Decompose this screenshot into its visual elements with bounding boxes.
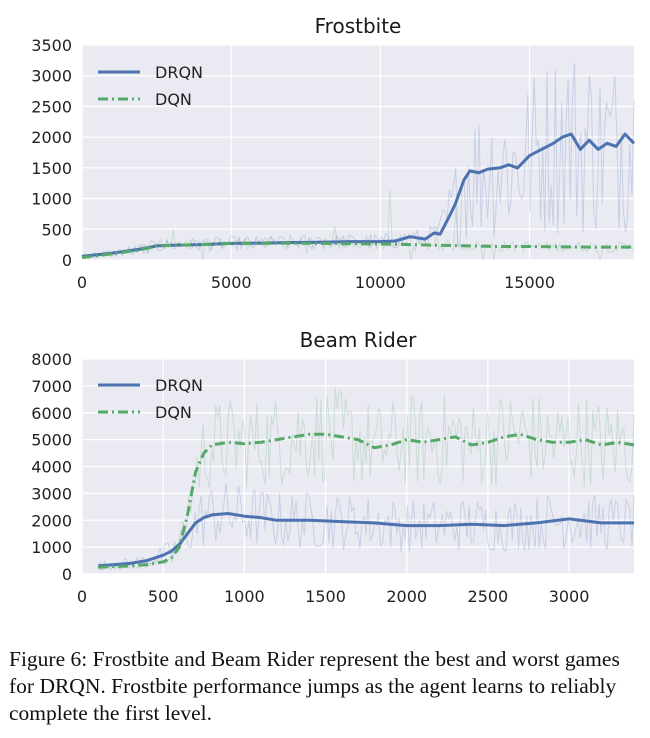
y-tick-label: 2000 bbox=[31, 128, 72, 147]
plot-area bbox=[82, 45, 634, 260]
chart-frostbite: Frostbite 0 500 1000 1500 2000 2500 3000 3500 0… bbox=[31, 14, 636, 292]
y-tick-label: 1000 bbox=[31, 538, 72, 557]
legend: DRQN DQN bbox=[98, 63, 203, 109]
y-tick-label: 500 bbox=[41, 220, 72, 239]
x-tick-label: 1500 bbox=[305, 587, 346, 606]
series-lines bbox=[81, 132, 636, 259]
x-tick-label: 500 bbox=[148, 587, 179, 606]
chart-title: Beam Rider bbox=[300, 328, 418, 352]
y-tick-label: 1500 bbox=[31, 159, 72, 178]
x-tick-label: 15000 bbox=[504, 273, 555, 292]
x-tick-label: 2500 bbox=[468, 587, 509, 606]
x-tick-label: 0 bbox=[77, 587, 87, 606]
series-lines bbox=[98, 432, 635, 569]
legend-label-drqn: DRQN bbox=[155, 63, 203, 82]
y-tick-label: 4000 bbox=[31, 458, 72, 477]
figure: Frostbite 0 500 1000 1500 2000 2500 3000 3500 0… bbox=[31, 14, 636, 606]
x-tick-label: 1000 bbox=[224, 587, 265, 606]
y-tick-label: 2500 bbox=[31, 97, 72, 116]
series-line-dqn bbox=[98, 432, 635, 569]
gridlines bbox=[81, 44, 634, 261]
x-tick-labels: 0 500 1000 1500 2000 2500 3000 bbox=[77, 587, 590, 606]
legend-label-drqn: DRQN bbox=[155, 376, 203, 395]
gridlines bbox=[81, 358, 634, 575]
y-tick-label: 8000 bbox=[31, 350, 72, 369]
x-tick-label: 10000 bbox=[355, 273, 406, 292]
raw-trace-drqn bbox=[81, 63, 635, 261]
y-tick-label: 2000 bbox=[31, 511, 72, 530]
raw-trace-drqn bbox=[97, 482, 635, 572]
y-tick-label: 1000 bbox=[31, 190, 72, 209]
figure-caption: Figure 6: Frostbite and Beam Rider repre… bbox=[9, 647, 620, 725]
y-tick-label: 5000 bbox=[31, 431, 72, 450]
x-tick-label: 0 bbox=[77, 273, 87, 292]
chart-title: Frostbite bbox=[315, 14, 402, 38]
y-tick-labels: 0 500 1000 1500 2000 2500 3000 3500 bbox=[31, 36, 72, 270]
y-tick-label: 0 bbox=[62, 565, 72, 584]
series-line-dqn bbox=[81, 241, 634, 259]
y-tick-label: 6000 bbox=[31, 404, 72, 423]
y-tick-label: 3500 bbox=[31, 36, 72, 55]
y-tick-label: 3000 bbox=[31, 67, 72, 86]
x-tick-label: 3000 bbox=[549, 587, 590, 606]
legend-label-dqn: DQN bbox=[155, 403, 192, 422]
y-tick-label: 0 bbox=[62, 251, 72, 270]
x-tick-labels: 0 5000 10000 15000 bbox=[77, 273, 555, 292]
y-tick-labels: 0 1000 2000 3000 4000 5000 6000 7000 8000 bbox=[31, 350, 72, 584]
legend-label-dqn: DQN bbox=[155, 90, 192, 109]
x-tick-label: 5000 bbox=[211, 273, 252, 292]
chart-beam-rider: Beam Rider 01000200030004000500060007000… bbox=[31, 328, 635, 606]
x-tick-label: 2000 bbox=[386, 587, 427, 606]
y-tick-label: 7000 bbox=[31, 377, 72, 396]
y-tick-label: 3000 bbox=[31, 484, 72, 503]
series-line-drqn bbox=[98, 512, 634, 568]
legend: DRQN DQN bbox=[98, 376, 203, 422]
